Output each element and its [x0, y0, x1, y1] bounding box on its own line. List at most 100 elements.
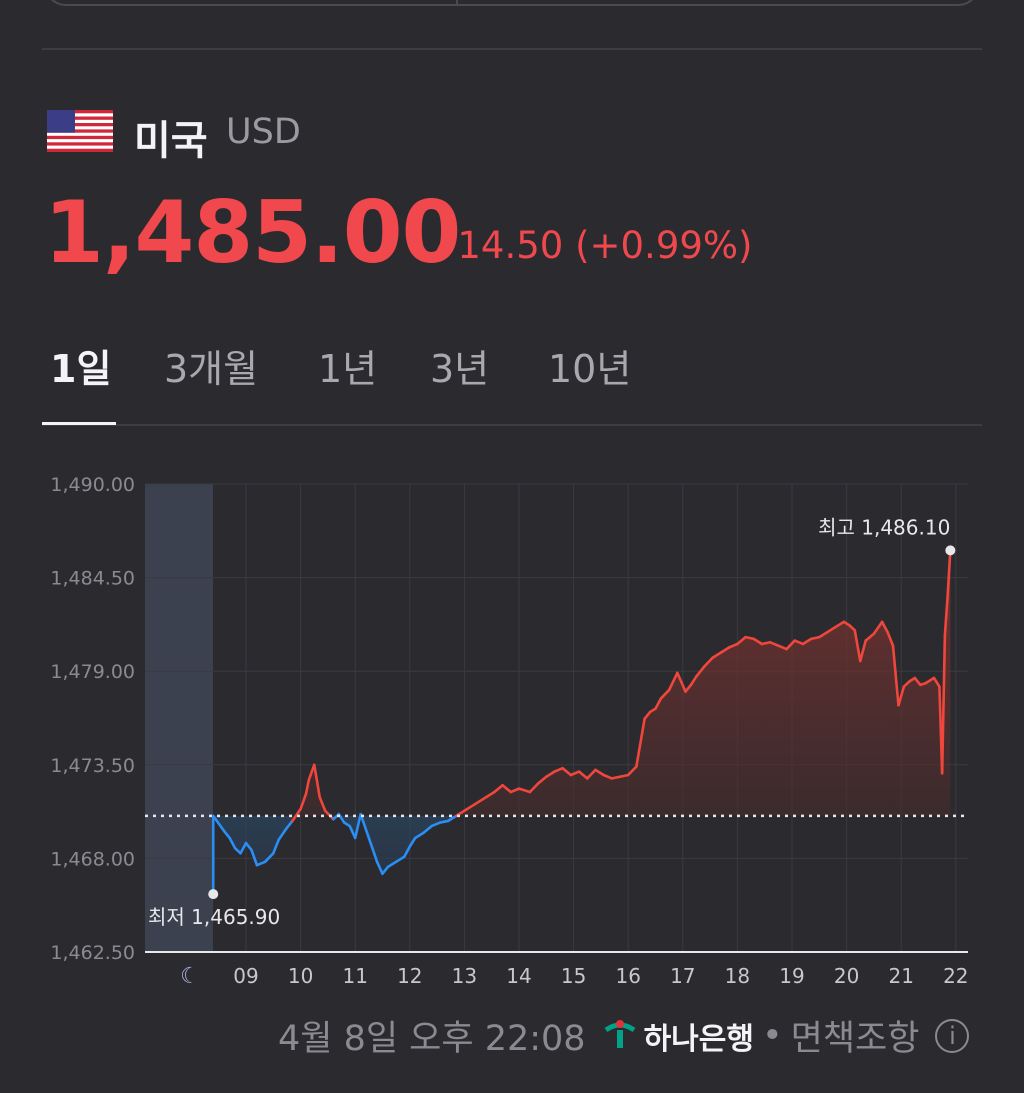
moon-icon: ☾: [180, 964, 200, 989]
x-tick-label: 12: [397, 964, 422, 988]
x-tick-label: 13: [452, 964, 477, 988]
price-line-segment: [517, 787, 532, 794]
price-line-segment: [602, 773, 614, 780]
currency-code: USD: [226, 112, 301, 152]
rate-chart[interactable]: 1,490.00 1,484.50 1,479.00 1,473.50 1,468.00…: [0, 460, 1024, 1000]
price-line-segment: [381, 865, 390, 876]
price-line-segment: [353, 812, 362, 840]
price-line-segment: [250, 848, 259, 867]
bank-name: 하나은행: [643, 1021, 754, 1057]
tab-1d[interactable]: 1일: [50, 347, 112, 391]
price-line-segment: [403, 845, 412, 858]
low-point-marker: [208, 889, 219, 900]
y-tick-label: 1,468.00: [50, 848, 135, 870]
rate-change-value: 14.50 (+0.99%): [457, 224, 753, 267]
price-line-segment: [312, 763, 322, 799]
current-rate: 1,485.00: [44, 183, 461, 283]
price-line-segment: [643, 710, 652, 721]
price-line-segment: [291, 807, 302, 823]
price-line-segment: [422, 824, 433, 835]
price-line-segment: [307, 763, 316, 782]
price-line-segment: [446, 814, 458, 823]
info-icon[interactable]: i: [935, 1018, 970, 1053]
price-line-segment: [777, 644, 788, 651]
price-line-segment: [897, 685, 906, 707]
price-line-segment: [654, 697, 663, 710]
price-line-segment: [864, 632, 876, 642]
price-line-segment: [585, 768, 597, 780]
price-line-segment: [211, 814, 226, 833]
price-line-segment: [277, 826, 289, 841]
price-line-segment: [940, 634, 947, 775]
night-session-band: [145, 484, 213, 952]
price-line-segment: [744, 635, 756, 641]
price-line-segment: [858, 639, 868, 663]
x-tick-label: 20: [834, 964, 859, 988]
price-line-segment: [474, 795, 488, 806]
price-line-segment: [577, 770, 589, 780]
high-label: 최고 1,486.10: [818, 515, 950, 539]
price-line-segment: [801, 637, 813, 646]
high-point-marker: [945, 545, 956, 556]
price-line-segment: [536, 775, 548, 785]
price-line-segment: [618, 773, 630, 779]
timestamp: 4월 8일 오후 22:08: [278, 1019, 586, 1059]
price-line-segment: [946, 549, 952, 598]
price-line-segment: [255, 860, 267, 867]
price-line-segment: [263, 851, 275, 864]
price-line-segment: [509, 787, 521, 794]
price-line-segment: [826, 625, 837, 634]
price-line-segment: [659, 688, 671, 700]
price-line-segment: [880, 620, 889, 634]
tab-1y[interactable]: 1년: [318, 347, 378, 391]
price-line-segment: [703, 656, 715, 668]
price-line-segment: [727, 642, 739, 649]
price-line-segment: [886, 630, 895, 647]
price-line-segment: [719, 646, 731, 654]
price-line-segment: [943, 595, 949, 637]
price-line-segment: [528, 782, 540, 794]
price-line-segment: [413, 831, 425, 840]
area-above-reference: [292, 550, 951, 821]
price-line-segment: [553, 766, 564, 773]
price-line-segment: [853, 629, 862, 663]
tab-10y[interactable]: 10년: [548, 347, 632, 391]
price-line-segment: [569, 770, 581, 777]
disclaimer-link[interactable]: 면책조항: [790, 1019, 920, 1059]
price-line-segment: [689, 675, 698, 687]
search-divider: [456, 0, 458, 4]
x-tick-label: 16: [615, 964, 640, 988]
price-line-segment: [463, 802, 477, 813]
footer: 4월 8일 오후 22:08 하나은행 • 면책조항 i: [278, 1010, 970, 1061]
price-line-segment: [484, 790, 496, 799]
search-bar[interactable]: [44, 0, 980, 6]
country-name: 미국: [134, 118, 208, 164]
x-tick-label: 10: [288, 964, 313, 988]
price-line-segment: [239, 841, 248, 855]
price-line-segment: [817, 630, 829, 639]
tab-3y[interactable]: 3년: [430, 347, 490, 391]
top-divider: [42, 48, 982, 50]
active-tab-indicator: [42, 422, 116, 425]
price-line-segment: [924, 676, 936, 685]
x-tick-label: 11: [342, 964, 367, 988]
price-line-segment: [271, 838, 281, 855]
price-line-segment: [228, 836, 237, 850]
price-line-segment: [375, 860, 384, 876]
price-line-segment: [386, 860, 398, 869]
price-line-segment: [244, 841, 253, 852]
tab-3m[interactable]: 3개월: [164, 347, 259, 391]
tabs-divider: [42, 424, 982, 426]
price-line-segment: [834, 620, 846, 629]
y-tick-label: 1,473.50: [50, 755, 135, 777]
x-tick-label: 15: [561, 964, 586, 988]
price-line-segment: [684, 683, 693, 693]
price-line-segment: [544, 770, 556, 779]
area-below-reference: [213, 814, 457, 874]
price-line-segment: [367, 836, 379, 864]
price-line-segment: [501, 783, 513, 794]
price-line-segment: [359, 812, 371, 840]
price-line-segment: [594, 768, 605, 777]
price-line-segment: [408, 836, 417, 848]
price-line-segment: [348, 824, 357, 840]
